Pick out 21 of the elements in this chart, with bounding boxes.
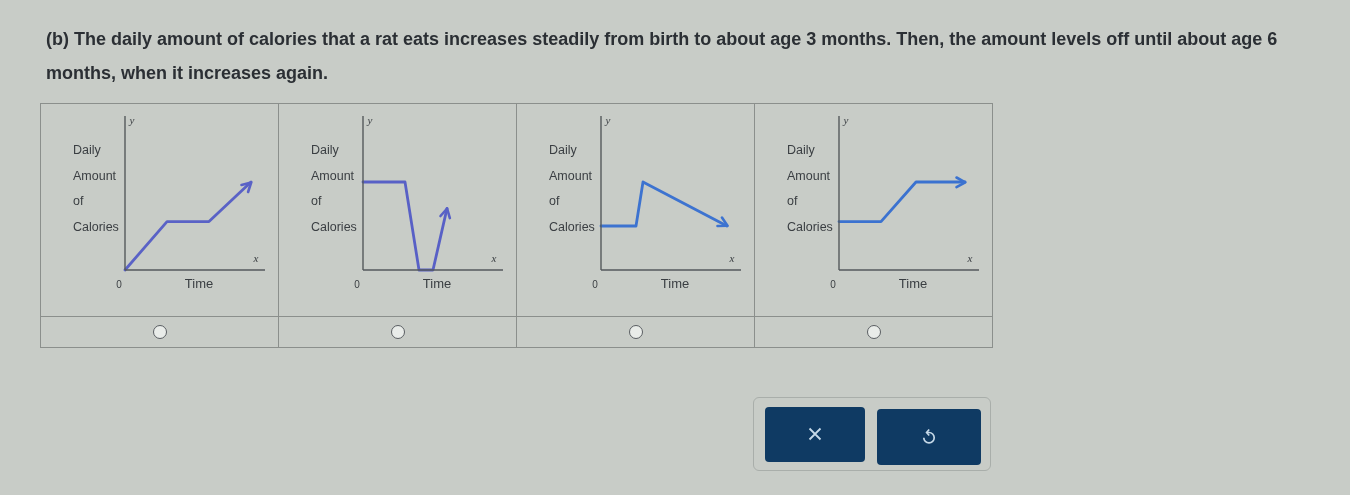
text: y	[366, 113, 373, 126]
annotation: x	[252, 251, 259, 264]
y-axis-title: Daily Amount of Calories	[549, 143, 595, 234]
annotation: x	[490, 251, 497, 264]
x-axis-title: Time	[660, 275, 690, 291]
text: 0	[830, 278, 837, 290]
y-axis-title: Daily Amount of Calories	[73, 143, 119, 234]
x-axis-title: Time	[184, 275, 214, 291]
y-axis-title: Daily Amount of Calories	[787, 143, 833, 234]
annotation: x	[966, 251, 973, 264]
text: y	[842, 113, 849, 126]
text: 0	[116, 278, 123, 290]
text: 0	[354, 278, 361, 290]
text: (b) The daily amount of calories that a rat eats increases steadily from birth to about age 3 months. Then, the amount levels off until about age 6 months, when it increases again.	[46, 28, 1279, 85]
annotation: x	[728, 251, 735, 264]
text: y	[604, 113, 611, 126]
text: 0	[592, 278, 599, 290]
x-axis-title: Time	[898, 275, 928, 291]
text: y	[128, 113, 135, 126]
y-axis-title: Daily Amount of Calories	[311, 143, 357, 234]
x-axis-title: Time	[422, 275, 452, 291]
